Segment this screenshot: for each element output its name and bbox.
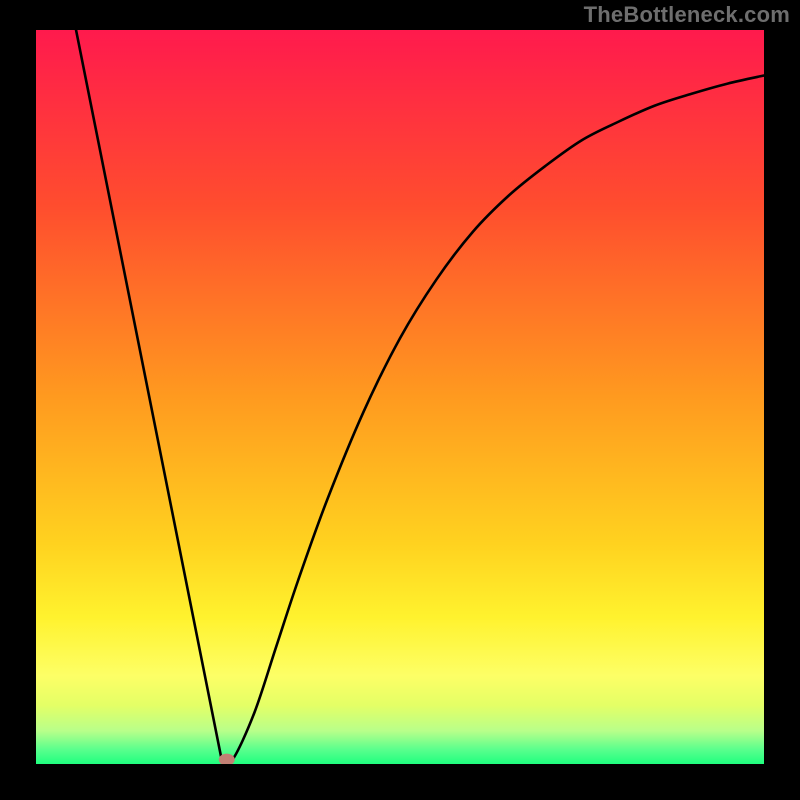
- gradient-chart: [36, 30, 764, 764]
- gradient-background: [36, 30, 764, 764]
- watermark-text: TheBottleneck.com: [584, 2, 790, 28]
- plot-area: [36, 30, 764, 764]
- chart-container: TheBottleneck.com: [0, 0, 800, 800]
